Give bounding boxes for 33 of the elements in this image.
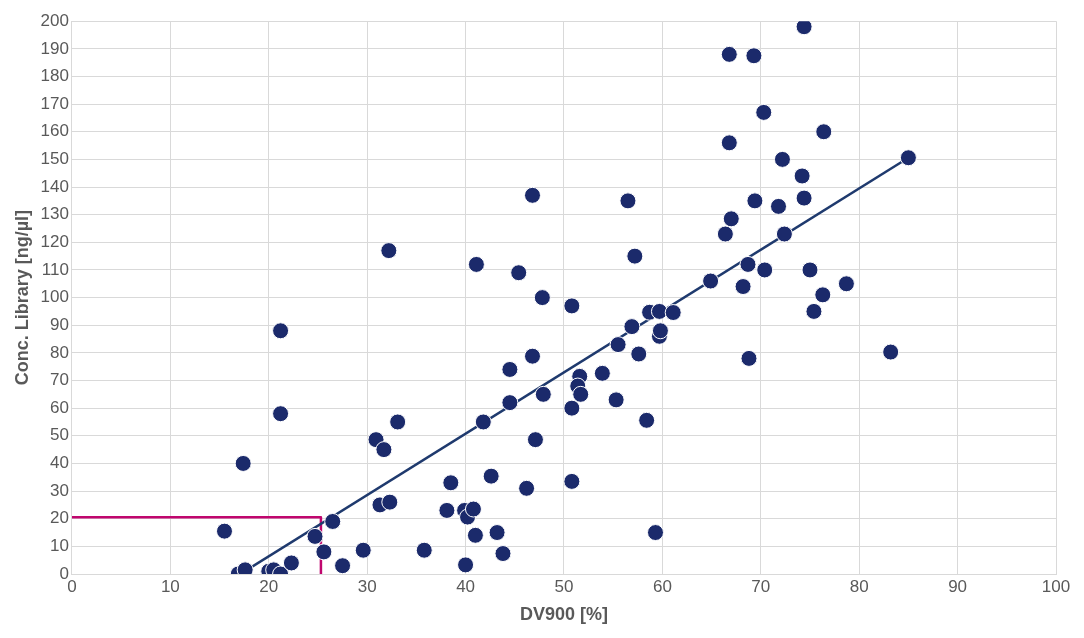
x-tick-label: 90 (948, 576, 968, 596)
x-tick-label: 10 (160, 576, 180, 596)
y-tick-label: 80 (50, 342, 69, 362)
x-tick-label: 20 (259, 576, 279, 596)
y-tick-label: 100 (40, 287, 69, 307)
y-tick-label: 150 (40, 149, 69, 169)
y-tick-label: 70 (50, 370, 69, 390)
x-tick-label: 60 (652, 576, 672, 596)
y-tick-label: 170 (40, 93, 69, 113)
x-tick-label: 100 (1041, 576, 1071, 596)
x-tick-label: 80 (849, 576, 869, 596)
x-tick-label: 40 (456, 576, 476, 596)
y-tick-label: 200 (40, 10, 69, 30)
x-tick-label: 50 (554, 576, 574, 596)
y-tick-label: 0 (59, 563, 69, 583)
y-tick-label: 190 (40, 38, 69, 58)
y-tick-label: 140 (40, 176, 69, 196)
y-tick-label: 30 (50, 480, 69, 500)
x-axis-title: DV900 [%] (519, 604, 608, 625)
y-tick-label: 160 (40, 121, 69, 141)
x-tick-label: 70 (751, 576, 771, 596)
x-tick-label: 30 (357, 576, 377, 596)
y-tick-label: 60 (50, 397, 69, 417)
y-tick-label: 120 (40, 232, 69, 252)
y-tick-label: 40 (50, 453, 69, 473)
y-tick-label: 110 (41, 259, 69, 279)
y-axis-title: Conc. Library [ng/µl] (11, 209, 32, 386)
y-tick-label: 50 (50, 425, 69, 445)
y-tick-label: 130 (40, 204, 69, 224)
y-tick-label: 10 (50, 536, 69, 556)
y-tick-label: 180 (40, 66, 69, 86)
y-tick-label: 90 (50, 314, 69, 334)
y-tick-label: 20 (50, 508, 69, 528)
